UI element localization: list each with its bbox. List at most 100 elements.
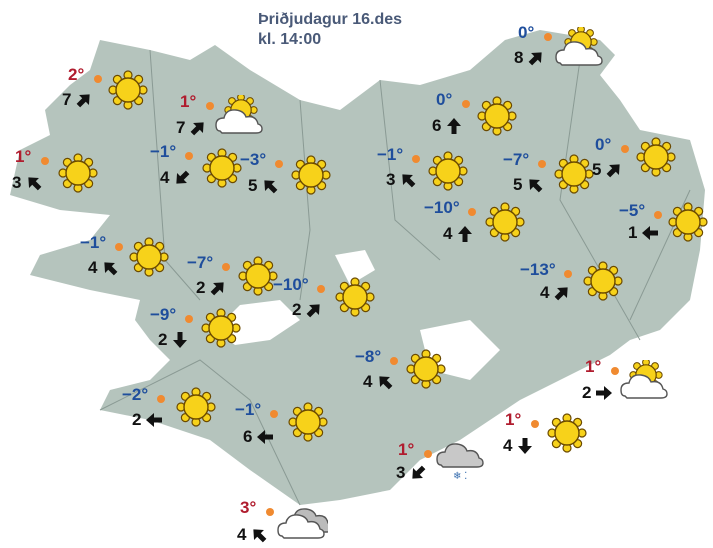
wind-arrow-icon [191, 122, 205, 136]
wind-arrow-icon [607, 164, 621, 178]
wind-speed: 8 [514, 48, 524, 67]
station-dot [41, 157, 49, 165]
station-dot [412, 155, 420, 163]
sun-icon [406, 349, 466, 414]
sun-icon [668, 202, 713, 267]
wind-arrow-icon [146, 413, 163, 427]
wind-speed: 4 [237, 525, 247, 544]
station-dot [531, 420, 539, 428]
wind-speed: 3 [396, 463, 406, 482]
wind: 4 [237, 525, 267, 545]
wind-arrow-icon [307, 304, 321, 318]
station-dot [424, 450, 432, 458]
station-dot [266, 508, 274, 516]
sun-icon [547, 413, 607, 478]
wind-speed: 2 [196, 278, 206, 297]
wind-speed: 5 [513, 175, 523, 194]
temperature: 2° [68, 65, 85, 84]
wind-speed: 2 [582, 383, 592, 402]
sun-icon [176, 387, 236, 452]
sun-icon [129, 237, 189, 302]
station-dot [222, 263, 230, 271]
wind-speed: 2 [158, 330, 168, 349]
wind-speed: 6 [243, 427, 253, 446]
temperature: −2° [122, 385, 149, 404]
wind-arrow-icon [642, 226, 659, 240]
wind-arrow-icon [264, 180, 278, 194]
sun-icon [477, 96, 537, 161]
wind-arrow-icon [412, 465, 426, 479]
forecast-day: Þriðjudagur 16.des [258, 11, 403, 28]
svg-text:❄ ⁚: ❄ ⁚ [453, 471, 467, 482]
station-dot [544, 33, 552, 41]
sun-icon [58, 153, 118, 218]
wind-arrow-icon [529, 179, 543, 193]
sun-icon [554, 154, 614, 219]
wind: 6 [432, 116, 462, 136]
wind-speed: 4 [88, 258, 98, 277]
sleet-icon: ❄ ⁚ [436, 443, 513, 511]
wind-speed: 3 [386, 170, 396, 189]
wind: 4 [160, 168, 190, 188]
station-dot [564, 270, 572, 278]
station-dot [185, 315, 193, 323]
wind-arrow-icon [458, 226, 473, 242]
temperature: −1° [377, 145, 404, 164]
wind-speed: 4 [443, 224, 453, 243]
wind-speed: 4 [160, 168, 170, 187]
wind-arrow-icon [211, 282, 225, 296]
partly-cloudy-icon [555, 25, 632, 101]
wind-arrow-icon [104, 262, 118, 276]
wind: 3 [386, 170, 416, 190]
lake [215, 300, 300, 345]
wind: 7 [62, 90, 92, 110]
sun-icon [428, 151, 488, 216]
forecast-title: Þriðjudagur 16.des kl. 14:00 [258, 10, 402, 50]
temperature: 1° [15, 147, 32, 166]
temperature: −3° [240, 150, 267, 169]
wind: 2 [582, 383, 613, 403]
wind: 4 [363, 372, 393, 392]
wind-arrow-icon [77, 94, 91, 108]
wind-speed: 5 [248, 176, 258, 195]
wind: 5 [248, 176, 278, 196]
wind: 4 [443, 224, 473, 244]
sun-icon [238, 256, 298, 321]
wind-speed: 6 [432, 116, 442, 135]
station-dot [538, 160, 546, 168]
station-dot [270, 410, 278, 418]
wind: 4 [540, 283, 570, 303]
temperature: 1° [180, 92, 197, 111]
wind-speed: 2 [132, 410, 142, 429]
wind-arrow-icon [28, 177, 42, 191]
forecast-time: kl. 14:00 [258, 31, 322, 48]
station-dot [275, 160, 283, 168]
wind: 2 [158, 330, 188, 350]
station-dot [206, 102, 214, 110]
wind-arrow-icon [257, 430, 274, 444]
temperature: −13° [520, 260, 556, 279]
partly-cloudy-icon [620, 358, 697, 434]
wind-arrow-icon [173, 332, 188, 348]
lake [335, 250, 375, 285]
sun-icon [291, 155, 351, 220]
sun-icon [485, 202, 545, 267]
temperature: 3° [240, 498, 257, 517]
partly-cloudy-icon [215, 93, 292, 169]
station-dot [654, 211, 662, 219]
station-dot [94, 75, 102, 83]
wind: 6 [243, 427, 274, 447]
temperature: −7° [187, 253, 214, 272]
temperature: 0° [595, 135, 612, 154]
wind: 5 [592, 160, 622, 180]
wind: 4 [88, 258, 118, 278]
temperature: −8° [355, 347, 382, 366]
temperature: −10° [424, 198, 460, 217]
wind: 2 [132, 410, 163, 430]
wind-speed: 5 [592, 160, 602, 179]
wind: 2 [292, 300, 322, 320]
wind: 7 [176, 118, 206, 138]
station-dot [185, 152, 193, 160]
temperature: −1° [150, 142, 177, 161]
